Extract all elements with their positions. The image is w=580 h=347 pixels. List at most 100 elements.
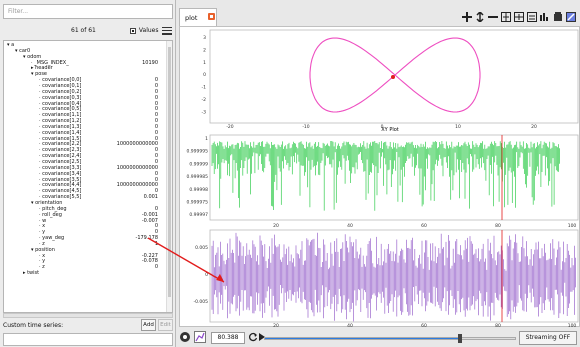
zoom-out-icon[interactable] [527, 12, 537, 22]
plot-area[interactable]: 3 2 1 0 -1 -2 -3 -20 -10 0 10 20 XY Plot 1 0.999995… [179, 26, 580, 329]
tree-row[interactable]: · y 0 [4, 229, 166, 236]
list-view-icon[interactable] [162, 26, 173, 36]
tree-row-value: -0.001 [141, 211, 158, 218]
link-icon[interactable] [566, 12, 576, 22]
play-icon[interactable] [259, 333, 265, 341]
tree-row[interactable]: · covariance[1,1] 0 [4, 112, 166, 119]
tree-row[interactable]: · covariance[3,4] 0 [4, 170, 166, 178]
xy-current-point [391, 75, 395, 79]
xy-y-tick-label: 3 [203, 35, 206, 41]
tree-row[interactable]: · _MSG_INDEX_ 10190 [4, 59, 166, 67]
custom-series-label: Custom time series: [3, 322, 64, 329]
tree-scrollbar[interactable] [166, 41, 172, 312]
tree-hscrollbar[interactable] [3, 313, 173, 318]
tree-row[interactable]: · covariance[0,1] 0 [4, 83, 166, 90]
tree-row[interactable]: · covariance[4,5] 0 [4, 188, 166, 195]
purple-y-tick-label: 0.005 [195, 245, 208, 251]
time-slider-handle[interactable] [458, 334, 462, 343]
tree-row-value: 0 [154, 135, 158, 142]
tree-row-label: · z [39, 264, 45, 271]
edit-button[interactable]: Edit [158, 319, 173, 331]
tree-row-value: 0 [154, 170, 158, 177]
xy-y-tick-label: -3 [202, 109, 207, 115]
split-horizontal-icon[interactable] [501, 12, 511, 22]
streaming-button[interactable]: Streaming OFF [519, 331, 577, 345]
tree-row[interactable]: · covariance[4,4] 1000000000000 [4, 183, 166, 189]
xy-x-tick-label: 0 [381, 124, 384, 130]
tree-row[interactable]: ▾ odom [4, 54, 166, 61]
green-y-axis: 1 0.999995 0.99999 0.999985 0.99998 0.999975 0… [187, 136, 209, 218]
tree-row[interactable]: · covariance[1,4] 0 [4, 130, 166, 137]
tree-row[interactable]: · covariance[2,5] 0 [4, 159, 166, 166]
tree-row[interactable]: · covariance[0,2] 0 [4, 88, 166, 96]
purple-x-tick-label: 80 [495, 323, 501, 328]
purple-y-tick-label: 0 [205, 272, 208, 278]
loop-icon[interactable] [249, 332, 258, 342]
purple-y-tick-label: -0.005 [193, 299, 208, 305]
tree-row[interactable]: · covariance[2,2] 1000000000000 [4, 142, 166, 148]
tree-row-label: · covariance[4,4] [39, 182, 82, 189]
tree-row[interactable]: ▸ twist [4, 270, 166, 277]
tree-row-label: ▾ position [31, 246, 55, 253]
time-slider[interactable] [264, 334, 516, 343]
tree-row[interactable]: ▾ orientation [4, 200, 166, 207]
custom-series-list[interactable] [3, 333, 173, 346]
tree-row[interactable]: · roll_deg -0.001 [4, 211, 166, 219]
tree-row[interactable]: · covariance[0,4] 0 [4, 101, 166, 108]
tree-row[interactable]: · covariance[5,5] 0.001 [4, 194, 166, 201]
tree-row[interactable]: ▾ a [4, 42, 166, 49]
tree-row[interactable]: ▸ header [4, 66, 166, 72]
tree-scroll-thumb[interactable] [168, 47, 171, 297]
tree-row[interactable]: · covariance[0,3] 0 [4, 95, 166, 102]
tab-plot[interactable]: plot [179, 8, 217, 26]
horizontal-arrows-icon[interactable] [488, 12, 498, 22]
tree-row[interactable]: · covariance[2,4] 0 [4, 153, 166, 160]
tree-row[interactable]: · covariance[0,5] 0 [4, 107, 166, 113]
tree-row-value: 10190 [142, 59, 158, 66]
tree-row[interactable]: · yaw_deg -179.178 [4, 235, 166, 242]
tree-row-label: · y [39, 229, 46, 236]
xy-y-tick-label: -2 [202, 97, 207, 103]
xy-y-tick-label: -1 [202, 85, 207, 91]
close-icon[interactable] [208, 13, 215, 20]
green-plot-frame[interactable] [209, 134, 579, 221]
green-x-tick-label: 40 [347, 223, 353, 229]
tree-row[interactable]: · w -0.007 [4, 218, 166, 225]
move-icon[interactable] [462, 12, 472, 22]
values-checkbox[interactable] [129, 27, 136, 34]
clear-icon[interactable] [553, 12, 563, 22]
tree-row[interactable]: · covariance[1,2] 0 [4, 118, 166, 125]
settings-icon[interactable] [179, 331, 191, 343]
tree-row[interactable]: · covariance[3,3] 1000000000000 [4, 165, 166, 172]
vertical-arrows-icon[interactable] [475, 12, 485, 22]
graph-icon[interactable] [194, 331, 206, 343]
tree-row[interactable]: ▾ position [4, 246, 166, 254]
time-display[interactable]: 80.388 [211, 332, 245, 344]
tree-row-value: 0 [154, 176, 158, 183]
green-y-tick-label: 1 [205, 136, 208, 142]
green-x-tick-label: 100 [568, 223, 577, 229]
legend-icon[interactable] [540, 12, 550, 22]
tree-row[interactable]: · covariance[2,3] 0 [4, 147, 166, 154]
tree-row[interactable]: · pitch_deg 0 [4, 205, 166, 213]
tree-row[interactable]: · covariance[1,5] 0 [4, 135, 166, 143]
split-vertical-icon[interactable] [514, 12, 524, 22]
tree-row[interactable]: · covariance[0,0] 0 [4, 77, 166, 84]
timeseries-tree[interactable]: ▾ a ▾ car0 ▾ odom · _MSG_INDEX_ 10190 ▸ heade… [3, 40, 173, 313]
tree-row-label: · pitch_deg [39, 205, 67, 212]
green-x-tick-label: 80 [495, 223, 501, 229]
xy-plot-title: XY Plot [381, 127, 399, 133]
tree-row[interactable]: · covariance[1,3] 0 [4, 124, 166, 131]
tree-row[interactable]: ▾ pose [4, 71, 166, 78]
green-y-tick-label: 0.99999 [189, 161, 208, 167]
tree-row-value: 0.001 [143, 194, 158, 201]
tree-header: 61 of 61 Values [3, 24, 173, 37]
tree-row[interactable]: ▾ car0 [4, 48, 166, 55]
filter-input[interactable]: Filter... [3, 4, 173, 19]
tree-row-label: · covariance[0,2] [39, 88, 82, 95]
add-button[interactable]: Add [141, 319, 156, 331]
tree-row[interactable]: · x 0 [4, 224, 166, 230]
green-y-tick-label: 0.99997 [189, 212, 208, 218]
tree-row[interactable]: · covariance[3,5] 0 [4, 176, 166, 184]
